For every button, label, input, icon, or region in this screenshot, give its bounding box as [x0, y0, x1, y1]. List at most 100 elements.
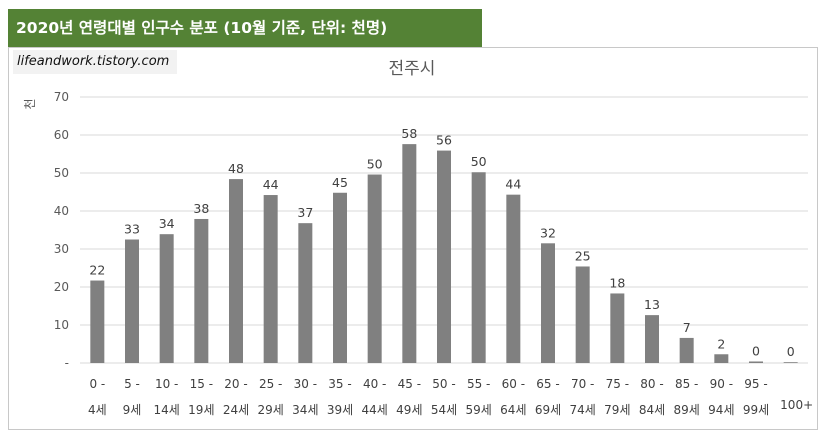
category-label-9-line1: 45 - — [398, 377, 421, 391]
y-tick-label-1: 10 — [54, 318, 69, 332]
category-label-12-line1: 60 - — [502, 377, 525, 391]
bars — [90, 144, 798, 363]
y-tick-label-7: 70 — [54, 90, 69, 104]
y-tick-label-2: 20 — [54, 280, 69, 294]
category-label-1-line2: 9세 — [123, 403, 142, 417]
data-label-9: 58 — [401, 126, 417, 141]
category-label-4-line1: 20 - — [224, 377, 247, 391]
category-label-16-line2: 84세 — [639, 403, 665, 417]
data-label-15: 18 — [609, 275, 625, 290]
bar-18 — [714, 354, 729, 363]
bar-0 — [90, 280, 105, 363]
bar-15 — [610, 293, 625, 363]
bar-13 — [541, 243, 555, 363]
category-label-5-line2: 29세 — [258, 403, 284, 417]
category-label-19-line2: 99세 — [743, 403, 769, 417]
category-label-19-line1: 95 - — [744, 377, 767, 391]
data-label-10: 56 — [436, 133, 452, 148]
data-label-2: 34 — [159, 216, 175, 231]
bar-19 — [749, 361, 763, 363]
data-label-0: 22 — [89, 263, 105, 278]
bar-9 — [402, 144, 417, 363]
bar-3 — [194, 218, 209, 363]
bar-2 — [159, 234, 174, 363]
category-label-14-line1: 70 - — [571, 377, 594, 391]
category-label-20: 100+ — [780, 398, 813, 412]
bar-20 — [783, 362, 798, 363]
data-label-1: 33 — [124, 222, 140, 237]
bar-6 — [298, 223, 313, 363]
data-label-12: 44 — [505, 177, 521, 192]
data-label-17: 7 — [683, 320, 691, 335]
bar-7 — [333, 192, 347, 363]
category-label-11-line2: 59세 — [466, 403, 492, 417]
category-label-1-line1: 5 - — [124, 377, 140, 391]
category-label-3-line2: 19세 — [188, 403, 214, 417]
category-label-0-line2: 4세 — [88, 403, 107, 417]
category-label-13-line1: 65 - — [536, 377, 559, 391]
data-label-11: 50 — [471, 154, 487, 169]
category-label-15-line1: 75 - — [606, 377, 629, 391]
category-label-7-line1: 35 - — [328, 377, 351, 391]
bar-12 — [506, 194, 521, 363]
category-label-8-line2: 44세 — [362, 403, 388, 417]
category-label-18-line2: 94세 — [708, 403, 734, 417]
data-labels: 22 33 34 38 48 44 37 45 50 58 56 50 44 32 25 18 13 7 2 0 0 — [89, 126, 794, 359]
data-label-3: 38 — [193, 201, 209, 216]
category-label-16-line1: 80 - — [640, 377, 663, 391]
category-label-4-line2: 24세 — [223, 403, 249, 417]
y-tick-label-6: 60 — [54, 128, 69, 142]
y-axis-ticks: - 10 20 30 40 50 60 70 — [54, 90, 69, 370]
bar-16 — [645, 315, 659, 363]
bar-1 — [125, 239, 139, 363]
data-label-20: 0 — [787, 344, 795, 359]
category-label-6-line1: 30 - — [294, 377, 317, 391]
category-label-12-line2: 64세 — [500, 403, 526, 417]
y-tick-label-0: - — [65, 356, 69, 370]
category-label-18-line1: 90 - — [710, 377, 733, 391]
data-label-16: 13 — [644, 297, 660, 312]
data-label-19: 0 — [752, 343, 760, 358]
category-label-8-line1: 40 - — [363, 377, 386, 391]
data-label-13: 32 — [540, 225, 556, 240]
data-label-14: 25 — [575, 248, 591, 263]
category-label-6-line2: 34세 — [292, 403, 318, 417]
bar-11 — [471, 172, 486, 363]
category-label-15-line2: 79세 — [604, 403, 630, 417]
category-label-2-line1: 10 - — [155, 377, 178, 391]
category-label-9-line2: 49세 — [396, 403, 422, 417]
category-label-2-line2: 14세 — [154, 403, 180, 417]
y-tick-label-4: 40 — [54, 204, 69, 218]
chart-title: 전주시 — [389, 59, 436, 79]
data-label-6: 37 — [297, 205, 313, 220]
bar-14 — [575, 266, 590, 363]
category-label-13-line2: 69세 — [535, 403, 561, 417]
bar-4 — [229, 179, 243, 363]
bar-8 — [367, 174, 382, 363]
x-axis-categories: 0 - 4세 5 - 9세 10 - 14세 15 - 19세 20 - 24세 25 - 29세 30… — [88, 377, 813, 417]
data-label-5: 44 — [263, 177, 279, 192]
data-label-7: 45 — [332, 175, 348, 190]
category-label-3-line1: 15 - — [190, 377, 213, 391]
category-label-7-line2: 39세 — [327, 403, 353, 417]
category-label-10-line1: 50 - — [432, 377, 455, 391]
category-label-5-line1: 25 - — [259, 377, 282, 391]
category-label-17-line2: 89세 — [674, 403, 700, 417]
category-label-14-line2: 74세 — [570, 403, 596, 417]
category-label-11-line1: 55 - — [467, 377, 490, 391]
data-label-4: 48 — [228, 161, 244, 176]
y-tick-label-3: 30 — [54, 242, 69, 256]
source-watermark: lifeandwork.tistory.com — [13, 50, 178, 74]
category-label-10-line2: 54세 — [431, 403, 457, 417]
bar-17 — [679, 337, 694, 363]
category-label-0-line1: 0 - — [89, 377, 105, 391]
y-axis-unit-label: 천 — [22, 98, 37, 109]
data-label-18: 2 — [717, 336, 725, 351]
chart-banner-title: 2020년 연령대별 인구수 분포 (10월 기준, 단위: 천명) — [8, 9, 482, 47]
category-label-17-line1: 85 - — [675, 377, 698, 391]
data-label-8: 50 — [367, 157, 383, 172]
bar-5 — [263, 195, 278, 363]
y-tick-label-5: 50 — [54, 166, 69, 180]
bar-10 — [437, 150, 451, 363]
